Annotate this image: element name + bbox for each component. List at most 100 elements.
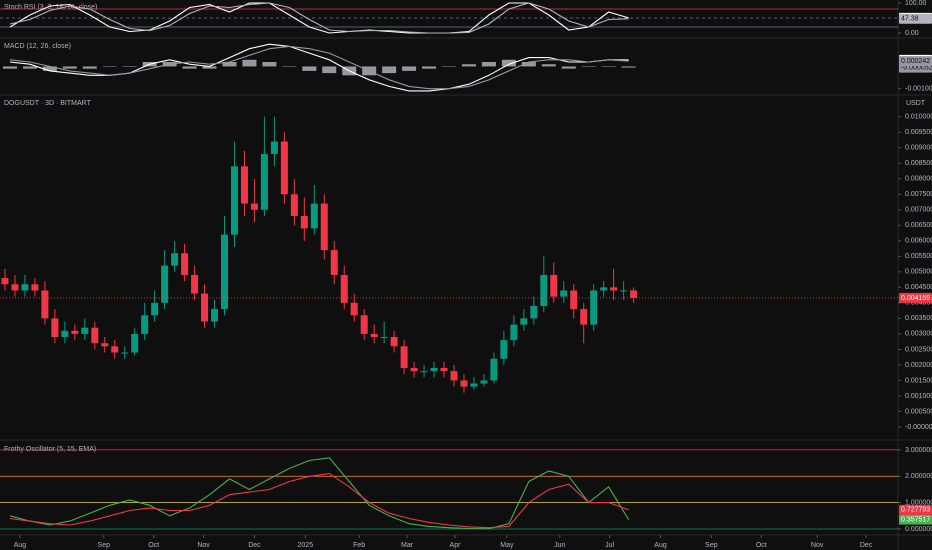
x-tick-label: 2025 — [298, 542, 314, 549]
x-tick-label: Nov — [811, 542, 824, 549]
candle-body — [630, 290, 638, 298]
x-tick-label: Nov — [197, 542, 210, 549]
y-tick-label: 0.007000 — [905, 207, 932, 214]
candle-body — [550, 274, 558, 297]
x-tick-label: Oct — [148, 542, 159, 549]
histogram-bar — [422, 66, 437, 69]
candle-body — [600, 287, 608, 291]
histogram-bar — [521, 62, 536, 67]
candle-body — [520, 318, 528, 325]
x-tick-label: Dec — [860, 542, 873, 549]
histogram-bar — [262, 62, 277, 67]
candle-body — [101, 343, 109, 347]
candle-body — [530, 305, 538, 319]
candle-body — [221, 234, 228, 310]
candle-body — [480, 380, 488, 384]
candle-body — [211, 309, 219, 322]
x-tick-label: Jul — [605, 542, 614, 549]
histogram-bar — [541, 64, 556, 67]
histogram-bar — [302, 66, 317, 71]
candle-body — [390, 336, 398, 347]
price-tag — [899, 514, 932, 525]
price-tag-label: 0.727793 — [901, 507, 930, 514]
y-tick-label: 0.004500 — [905, 284, 932, 291]
y-tick-label: 0.006500 — [905, 222, 932, 229]
candle-body — [81, 327, 89, 334]
histogram-bar — [561, 66, 576, 69]
x-tick-label: May — [500, 542, 514, 549]
candle-body — [410, 368, 418, 372]
candle-body — [91, 327, 99, 344]
y-tick-label: 100.00 — [905, 0, 927, 7]
y-tick-label: 0.00 — [905, 30, 919, 37]
x-tick-label: Aug — [14, 542, 27, 549]
candle-body — [440, 368, 448, 372]
y-tick-label: -0.000000 — [905, 424, 932, 431]
y-tick-label: 0.001500 — [905, 377, 932, 384]
histogram-bar — [481, 62, 496, 67]
y-tick-label: 2.000000 — [905, 473, 932, 480]
candle-body — [270, 141, 278, 154]
y-tick-label: 0.009000 — [905, 145, 932, 152]
candle-body — [141, 315, 149, 334]
panel-title: MACD (12, 26, close) — [4, 43, 71, 50]
x-tick-label: Jun — [554, 542, 565, 549]
price-tag — [899, 56, 932, 67]
y-tick-label: -0.001000 — [905, 86, 932, 93]
histogram-bar — [82, 66, 97, 69]
candle-body — [360, 315, 368, 334]
candle-body — [340, 274, 348, 303]
candle-body — [560, 290, 568, 297]
histogram-bar — [242, 59, 257, 67]
candle-body — [400, 346, 408, 369]
histogram-bar — [282, 66, 297, 67]
x-tick-label: Aug — [654, 542, 667, 549]
candle-body — [620, 290, 628, 292]
histogram-bar — [102, 66, 117, 67]
panel-title: Stoch RSI (3, 3, 14, 14, close) — [4, 4, 97, 11]
panel-title: Frothy Oscillator (5, 15, EMA) — [4, 446, 96, 453]
candle-body — [161, 265, 169, 303]
candle-body — [430, 368, 438, 372]
candle-body — [21, 284, 29, 291]
histogram-bar — [122, 66, 137, 67]
x-tick-label: Feb — [353, 542, 365, 549]
x-tick-label: Sep — [98, 542, 111, 549]
y-tick-label: 0.008500 — [905, 160, 932, 167]
candle-body — [31, 284, 39, 291]
candle-body — [111, 346, 119, 353]
candle-body — [590, 290, 598, 325]
x-tick-label: Dec — [248, 542, 261, 549]
histogram-bar — [601, 66, 616, 67]
histogram-bar — [42, 66, 57, 71]
candle-body — [420, 371, 428, 373]
x-tick-label: Mar — [401, 542, 414, 549]
x-tick-label: Apr — [450, 542, 462, 549]
y-tick-label: 0.008000 — [905, 176, 932, 183]
price-tag-label: -0.000052 — [901, 64, 932, 71]
candle-body — [61, 330, 69, 337]
candle-body — [380, 336, 388, 338]
y-tick-label: 0.001000 — [905, 393, 932, 400]
histogram-bar — [202, 66, 217, 69]
series-line — [9, 45, 629, 90]
y-tick-label: 1.000000 — [905, 499, 932, 506]
price-tag-label: 0.357517 — [901, 516, 930, 523]
y-tick-label: 0.005500 — [905, 253, 932, 260]
candle-body — [240, 166, 248, 204]
candle-body — [330, 250, 338, 275]
histogram-bar — [22, 66, 37, 69]
histogram-bar — [62, 66, 77, 69]
candle-body — [580, 309, 588, 325]
x-tick-label: Oct — [756, 542, 767, 549]
y-tick-label: 0.000000 — [905, 526, 932, 533]
candle-body — [300, 215, 308, 229]
y-tick-label: 0.009500 — [905, 129, 932, 136]
candle-body — [280, 141, 288, 195]
price-tag-label: 0.004159 — [901, 295, 930, 302]
candle-body — [460, 380, 468, 387]
histogram-bar — [621, 66, 636, 68]
y-tick-label: 0.010000 — [905, 114, 932, 121]
